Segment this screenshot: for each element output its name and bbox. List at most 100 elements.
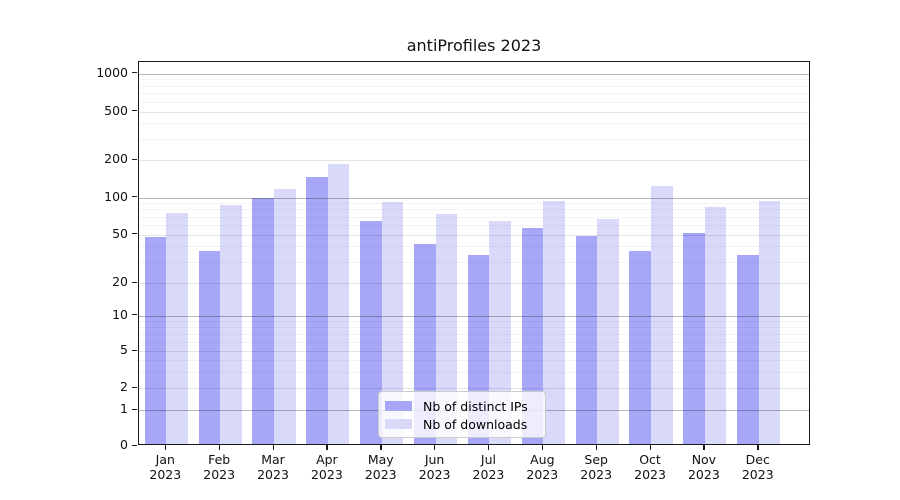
- x-tick-mark-sep: [595, 445, 597, 450]
- x-tick-label-aug: Aug 2023: [512, 452, 572, 482]
- y-tick-mark-1000: [132, 72, 137, 74]
- bar-downloads-dec: [758, 201, 781, 444]
- bar-downloads-jun: [435, 213, 458, 444]
- x-tick-mark-aug: [541, 445, 544, 450]
- y-tick-label-1000: 1000: [96, 64, 128, 80]
- x-tick-year: 2023: [526, 467, 559, 482]
- bar-ips-mar: [252, 197, 274, 444]
- bar-downloads-may: [381, 202, 404, 444]
- x-tick-label-dec: Dec 2023: [728, 452, 788, 482]
- y-tick-label-0: 0: [120, 437, 128, 452]
- y-tick-label-20: 20: [112, 274, 128, 289]
- bar-ips-oct: [629, 251, 652, 444]
- legend-label: Nb of distinct IPs: [423, 398, 528, 414]
- x-tick-label-may: May 2023: [351, 452, 411, 482]
- x-tick-year: 2023: [310, 467, 343, 482]
- x-tick-month: Mar: [261, 452, 285, 467]
- y-tick-mark-10: [132, 314, 137, 316]
- bar-ips-jan: [144, 236, 167, 444]
- x-tick-month: Apr: [316, 452, 338, 467]
- legend-swatch-icon: [385, 419, 412, 429]
- bar-ips-nov: [683, 232, 705, 444]
- legend: Nb of distinct IPs Nb of downloads: [378, 391, 546, 438]
- legend-swatch-icon: [385, 401, 412, 411]
- x-tick-month: Jul: [480, 452, 496, 467]
- x-tick-year: 2023: [634, 467, 666, 482]
- chart-title: antiProfiles 2023: [406, 36, 542, 55]
- y-tick-mark-500: [132, 110, 137, 112]
- y-tick-mark-0: [132, 444, 137, 446]
- bar-ips-feb: [198, 251, 221, 444]
- y-tick-mark-50: [132, 233, 137, 235]
- bar-downloads-jul: [489, 221, 512, 444]
- legend-row-ips: Nb of distinct IPs: [385, 398, 537, 414]
- legend-label: Nb of downloads: [423, 416, 528, 432]
- x-tick-year: 2023: [687, 467, 720, 482]
- bar-ips-apr: [306, 177, 328, 444]
- y-tick-mark-100: [132, 196, 137, 198]
- x-tick-month: Aug: [530, 452, 555, 467]
- y-tick-mark-200: [132, 158, 137, 160]
- plot-area: [138, 61, 810, 445]
- bar-downloads-feb: [220, 205, 242, 444]
- x-tick-mark-apr: [326, 445, 328, 450]
- x-tick-month: Dec: [745, 452, 770, 467]
- y-tick-label-1: 1: [120, 401, 128, 416]
- y-tick-mark-20: [132, 281, 137, 283]
- y-tick-label-50: 50: [112, 225, 128, 241]
- y-tick-label-500: 500: [104, 102, 128, 118]
- y-tick-label-2: 2: [120, 379, 128, 394]
- x-tick-label-jul: Jul 2023: [458, 452, 518, 482]
- x-tick-year: 2023: [580, 467, 613, 482]
- y-tick-label-5: 5: [120, 342, 128, 357]
- x-tick-mark-jul: [487, 445, 490, 450]
- x-tick-year: 2023: [203, 467, 236, 482]
- x-tick-mark-oct: [649, 445, 651, 450]
- y-tick-mark-1: [132, 408, 137, 410]
- x-tick-mark-nov: [703, 445, 705, 450]
- x-tick-label-feb: Feb 2023: [189, 452, 249, 482]
- legend-row-downloads: Nb of downloads: [385, 416, 537, 432]
- bar-ips-sep: [575, 235, 598, 444]
- x-tick-month: Jan: [155, 452, 175, 467]
- x-tick-month: Oct: [639, 452, 661, 467]
- x-tick-label-sep: Sep 2023: [566, 452, 626, 482]
- bar-ips-aug: [521, 228, 544, 444]
- x-tick-label-nov: Nov 2023: [674, 452, 734, 482]
- x-tick-year: 2023: [364, 467, 397, 482]
- x-tick-mark-jun: [434, 445, 436, 450]
- y-tick-mark-2: [132, 386, 137, 388]
- x-tick-mark-feb: [218, 445, 220, 450]
- x-tick-month: May: [367, 452, 394, 467]
- y-tick-mark-5: [132, 349, 137, 351]
- bar-downloads-sep: [597, 219, 619, 444]
- x-tick-mark-jan: [164, 445, 167, 450]
- y-tick-label-100: 100: [104, 188, 128, 204]
- x-tick-label-oct: Oct 2023: [620, 452, 680, 482]
- bar-ips-dec: [737, 254, 759, 444]
- x-tick-year: 2023: [472, 467, 505, 482]
- bar-downloads-oct: [651, 186, 673, 444]
- x-tick-month: Jun: [424, 452, 445, 467]
- bar-ips-may: [360, 221, 382, 444]
- x-tick-year: 2023: [257, 467, 289, 482]
- x-tick-year: 2023: [741, 467, 774, 482]
- x-tick-mark-mar: [272, 445, 274, 450]
- x-tick-mark-dec: [757, 445, 759, 450]
- bar-downloads-jan: [166, 213, 188, 444]
- x-tick-year: 2023: [149, 467, 182, 482]
- bar-downloads-nov: [704, 207, 727, 444]
- x-tick-month: Sep: [584, 452, 608, 467]
- x-tick-month: Feb: [208, 452, 231, 467]
- y-tick-label-10: 10: [112, 306, 128, 322]
- x-tick-label-jan: Jan 2023: [135, 452, 195, 482]
- x-tick-mark-may: [380, 445, 382, 450]
- x-tick-label-apr: Apr 2023: [297, 452, 357, 482]
- bar-downloads-aug: [543, 200, 565, 444]
- bar-downloads-apr: [327, 163, 350, 444]
- x-tick-year: 2023: [418, 467, 451, 482]
- y-tick-label-200: 200: [104, 151, 128, 166]
- x-tick-month: Nov: [691, 452, 717, 467]
- x-tick-label-mar: Mar 2023: [243, 452, 303, 482]
